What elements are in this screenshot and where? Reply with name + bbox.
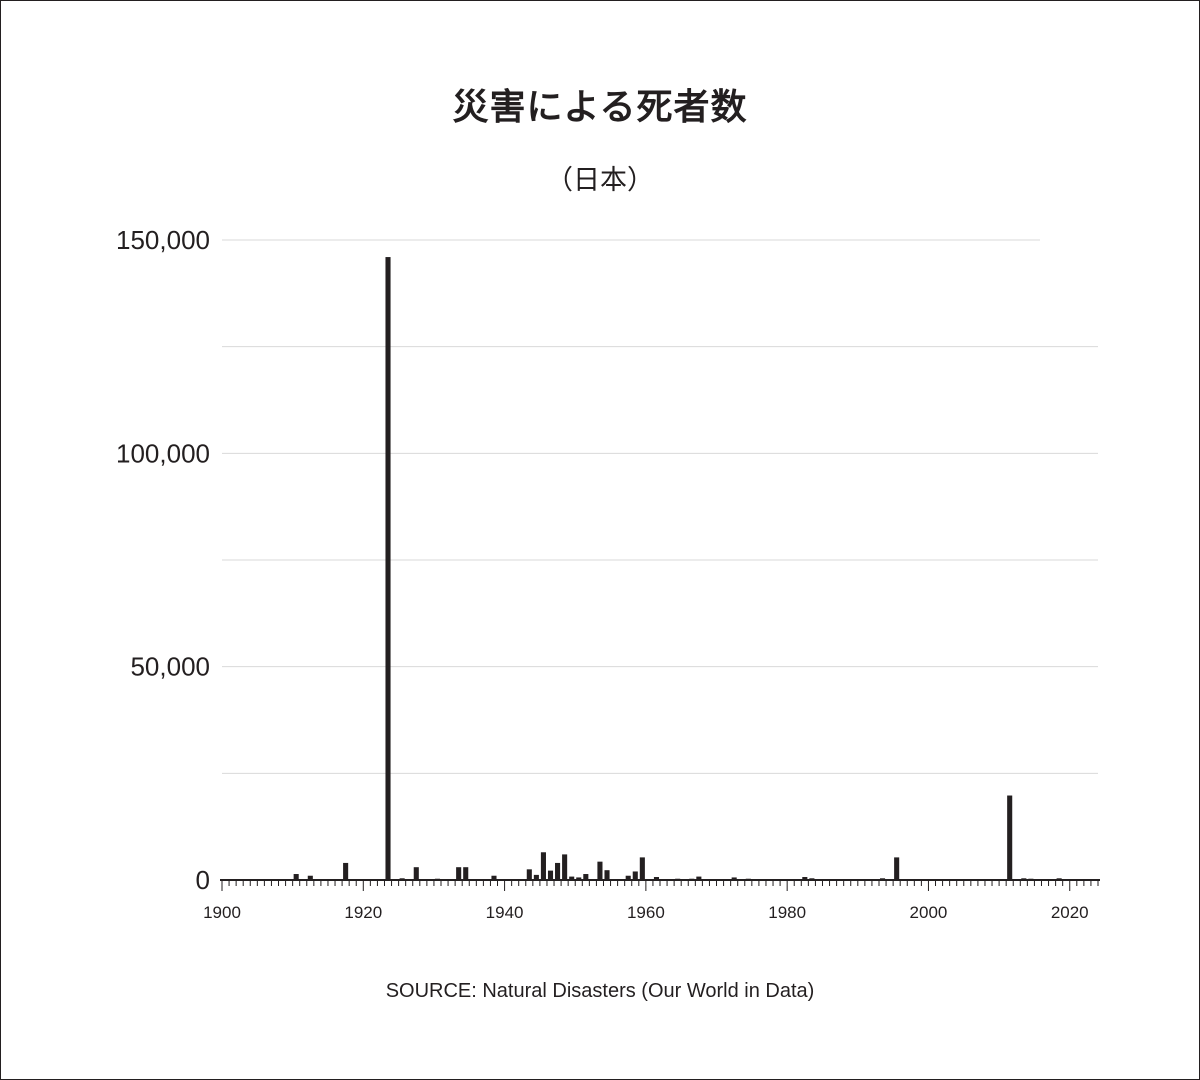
bar: [653, 877, 660, 880]
bar: [696, 876, 702, 880]
bar: [547, 870, 554, 880]
bar: [625, 875, 631, 880]
y-tick-label: 100,000: [116, 438, 210, 468]
x-tick-label: 1940: [486, 903, 524, 922]
bar: [463, 867, 469, 880]
x-tick-label: 1960: [627, 903, 665, 922]
bar: [569, 876, 575, 880]
bar: [491, 875, 497, 880]
x-axis-labels: 1900 1920 1940 1960 1980 2000 2020: [203, 903, 1089, 922]
bar: [731, 877, 737, 880]
bar: [583, 874, 589, 880]
x-tick-label: 1980: [768, 903, 806, 922]
bar: [576, 877, 582, 880]
x-tick-label: 2000: [910, 903, 948, 922]
source-note: SOURCE: Natural Disasters (Our World in …: [385, 980, 815, 1002]
y-tick-label: 0: [196, 865, 210, 895]
bar: [639, 857, 645, 880]
x-tick-label: 1920: [344, 903, 382, 922]
y-axis-labels: 0 50,000 100,000 150,000: [116, 225, 210, 895]
bar: [385, 257, 391, 881]
x-tick-label: 2020: [1051, 903, 1089, 922]
bar: [555, 862, 561, 880]
chart-subtitle: （日本）: [546, 165, 654, 196]
bar: [533, 874, 539, 880]
bar: [456, 867, 462, 880]
gridlines: [222, 239, 1098, 774]
bar: [293, 874, 299, 880]
bar: [540, 852, 546, 880]
bar: [307, 875, 313, 880]
bar: [802, 877, 808, 880]
bars: [293, 257, 1062, 881]
bar: [562, 854, 568, 880]
bar: [597, 861, 603, 880]
bar: [604, 870, 610, 880]
bar: [343, 862, 349, 880]
y-tick-label: 150,000: [116, 225, 210, 255]
bar: [413, 867, 419, 880]
bar: [526, 869, 532, 880]
chart-title: 災害による死者数: [452, 87, 748, 128]
bar: [894, 857, 900, 880]
y-tick-label: 50,000: [130, 652, 210, 682]
bar: [632, 871, 638, 880]
x-tick-label: 1900: [203, 903, 241, 922]
x-axis: [220, 879, 1100, 891]
bar: [1007, 795, 1013, 880]
